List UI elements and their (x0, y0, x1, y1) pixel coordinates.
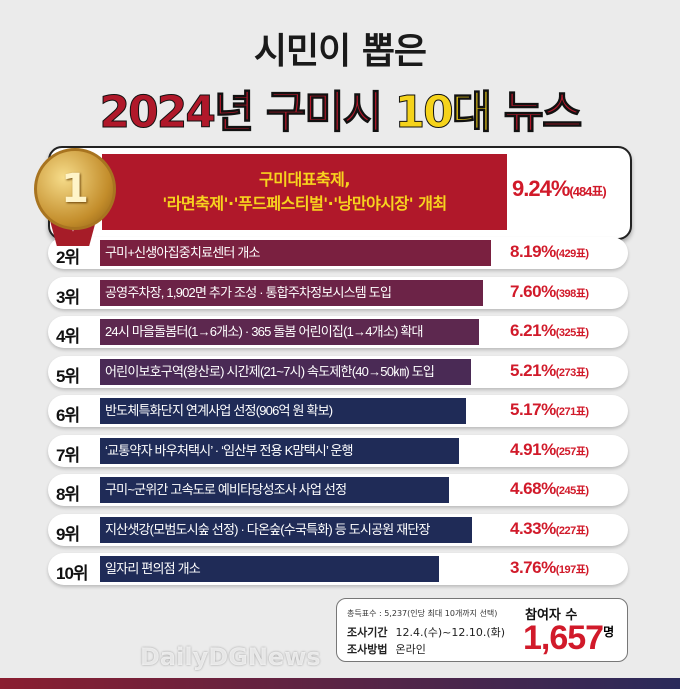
percent: 3.76% (510, 558, 556, 577)
ranking-row: 2위 구미+신생아집중치료센터 개소 8.19%(429표) (48, 237, 628, 269)
value: 온라인 (395, 643, 426, 656)
percent-value: 7.60%(398표) (510, 282, 589, 302)
ranking-row: 8위 구미~군위간 고속도로 예비타당성조사 사업 선정 4.68%(245표) (48, 474, 628, 506)
votes: (245표) (555, 485, 589, 497)
participants-unit: 명 (603, 625, 615, 639)
votes: (398표) (555, 287, 589, 300)
rank: 9위 (56, 524, 80, 544)
percent: 5.21% (510, 360, 556, 380)
news-bar: 공영주차장, 1,902면 추가 조성 · 통합주차정보시스템 도입 (100, 279, 483, 306)
percent: 4.91% (510, 439, 556, 459)
survey-method: 조사방법 온라인 (347, 641, 426, 657)
news-bar: 구미+신생아집중치료센터 개소 (100, 240, 491, 266)
rank: 7위 (56, 445, 80, 465)
rank-1-bar: 구미대표축제, '라면축제'·'푸드페스티벌'·'낭만야시장' 개최 (102, 154, 507, 230)
value: 12.4.(수)~12.10.(화) (395, 626, 506, 639)
ranking-row: 10위 일자리 편의점 개소 3.76%(197표) (48, 553, 628, 585)
ranking-row: 7위 ‘교통약자 바우처택시’ · ‘임산부 전용 K맘택시’ 운행 4.91%… (48, 434, 628, 467)
rank-1-title: 구미대표축제, (259, 170, 350, 189)
ranking-row: 5위 어린이보호구역(왕산로) 시간제(21~7시) 속도제한(40→50㎞) … (48, 355, 628, 388)
participants-count: 1,657 (523, 619, 604, 657)
news-bar: 반도체특화단지 연계사업 선정(906억 원 확보) (100, 398, 466, 424)
votes: (429표) (555, 248, 589, 260)
news-bar: 24시 마을돌봄터(1→6개소) · 365 돌봄 어린이집(1→4개소) 확대 (100, 319, 479, 345)
rank-1-percent: 9.24%(484표) (512, 176, 607, 202)
votes: (484표) (569, 184, 606, 199)
ranking-row: 9위 지산샛강(모범도시숲 선정) · 다온숲(수국특화) 등 도시공원 재단장… (48, 513, 628, 546)
title-line2: 2024년 구미시 10대 뉴스 (0, 76, 680, 140)
news-bar: 어린이보호구역(왕산로) 시간제(21~7시) 속도제한(40→50㎞) 도입 (100, 358, 471, 385)
title-highlight: 10대 (394, 87, 493, 139)
title-year: 2024년 구미시 (99, 87, 395, 139)
rank: 4위 (56, 327, 80, 346)
votes: (273표) (555, 366, 589, 379)
percent: 9.24% (512, 176, 570, 201)
votes: (271표) (555, 406, 589, 418)
percent-value: 8.19%(429표) (510, 242, 589, 262)
rank: 2위 (56, 248, 80, 267)
rank: 10위 (56, 564, 89, 583)
news-bar: 지산샛강(모범도시숲 선정) · 다온숲(수국특화) 등 도시공원 재단장 (100, 516, 472, 543)
label: 조사방법 (347, 643, 388, 656)
percent-value: 4.33%(227표) (510, 519, 589, 539)
percent: 4.68% (510, 479, 556, 498)
percent: 8.19% (510, 242, 556, 261)
rank: 5위 (56, 366, 80, 386)
participants: 1,657명 (523, 619, 614, 658)
percent: 7.60% (510, 281, 556, 301)
percent-value: 5.17%(271표) (510, 400, 589, 420)
rank: 8위 (56, 485, 80, 504)
ranking-row: 6위 반도체특화단지 연계사업 선정(906억 원 확보) 5.17%(271표… (48, 395, 628, 427)
ranking-row: 4위 24시 마을돌봄터(1→6개소) · 365 돌봄 어린이집(1→4개소)… (48, 316, 628, 348)
percent: 5.17% (510, 400, 556, 419)
news-bar: ‘교통약자 바우처택시’ · ‘임산부 전용 K맘택시’ 운행 (100, 437, 459, 464)
rank-1-subtitle: '라면축제'·'푸드페스티벌'·'낭만야시장' 개최 (162, 194, 447, 213)
survey-period: 조사기간 12.4.(수)~12.10.(화) (347, 624, 505, 640)
participants-label: 참여자 수 (525, 608, 578, 623)
survey-info-box: 총득표수 : 5,237(인당 최대 10개까지 선택) 조사기간 12.4.(수… (336, 598, 628, 662)
total-votes: 총득표수 : 5,237(인당 최대 10개까지 선택) (347, 609, 498, 618)
votes: (197표) (555, 564, 589, 576)
ranking-row: 3위 공영주차장, 1,902면 추가 조성 · 통합주차정보시스템 도입 7.… (48, 276, 628, 309)
percent: 4.33% (510, 518, 556, 538)
percent-value: 4.68%(245표) (510, 479, 589, 499)
percent: 6.21% (510, 321, 556, 340)
news-bar: 구미~군위간 고속도로 예비타당성조사 사업 선정 (100, 477, 449, 503)
bottom-strip (0, 678, 680, 689)
rank-1-card: 구미대표축제, '라면축제'·'푸드페스티벌'·'낭만야시장' 개최 9.24%… (48, 146, 632, 240)
votes: (325표) (555, 327, 589, 339)
watermark-logo: DailyDGNews (140, 643, 321, 671)
title-line1: 시민이 뽑은 (253, 31, 427, 72)
percent-value: 5.21%(273표) (510, 361, 589, 381)
rank: 3위 (56, 287, 80, 307)
votes: (257표) (555, 445, 589, 458)
gold-medal-icon: 1 (34, 148, 116, 230)
label: 조사기간 (347, 626, 388, 639)
news-bar: 일자리 편의점 개소 (100, 556, 439, 582)
rank: 6위 (56, 406, 80, 425)
percent-value: 3.76%(197표) (510, 558, 589, 578)
votes: (227표) (555, 524, 589, 537)
title-news: 뉴스 (490, 87, 583, 139)
percent-value: 6.21%(325표) (510, 321, 589, 341)
percent-value: 4.91%(257표) (510, 440, 589, 460)
